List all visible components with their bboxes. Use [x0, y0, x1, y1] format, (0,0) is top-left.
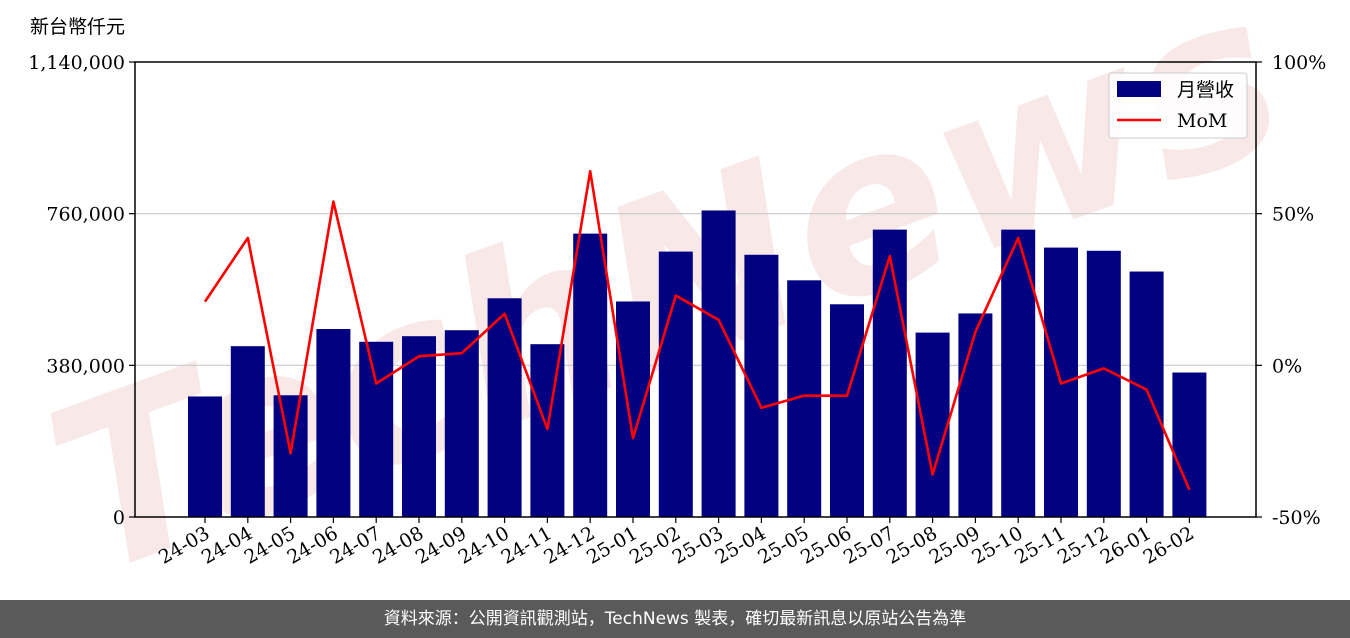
- bar-24-04: [231, 346, 265, 517]
- bar-25-07: [873, 230, 907, 517]
- left-tick-label: 760,000: [46, 204, 125, 226]
- bar-25-12: [1087, 251, 1121, 517]
- bar-24-09: [445, 330, 479, 517]
- bar-25-08: [916, 333, 950, 517]
- source-footer: 資料來源：公開資訊觀測站，TechNews 製表，確切最新訊息以原站公告為準: [0, 600, 1350, 638]
- legend: 月營收 MoM: [1109, 73, 1247, 138]
- bar-24-03: [188, 396, 222, 517]
- bar-25-10: [1001, 230, 1035, 517]
- right-tick-label: 50%: [1272, 204, 1314, 226]
- legend-swatch-bar: [1117, 81, 1161, 97]
- bar-25-03: [702, 210, 736, 517]
- bar-24-05: [274, 395, 308, 517]
- left-axis-unit-label: 新台幣仟元: [30, 16, 125, 38]
- bar-24-07: [359, 342, 393, 517]
- bar-24-11: [530, 344, 564, 517]
- bar-24-12: [573, 234, 607, 517]
- bar-24-06: [316, 329, 350, 517]
- right-tick-label: 0%: [1272, 355, 1302, 377]
- left-tick-label: 380,000: [46, 355, 125, 377]
- bar-25-09: [958, 313, 992, 517]
- left-tick-label: 1,140,000: [28, 52, 125, 74]
- bar-26-01: [1130, 272, 1164, 517]
- bar-25-06: [830, 304, 864, 517]
- x-tick-label-26-02: 26-02: [1139, 522, 1197, 568]
- bar-24-10: [488, 298, 522, 517]
- right-tick-label: -50%: [1272, 507, 1321, 529]
- legend-label-bar: 月營收: [1177, 79, 1234, 101]
- bar-25-01: [616, 301, 650, 517]
- left-tick-label: 0: [113, 507, 125, 529]
- bar-26-02: [1172, 373, 1206, 517]
- bar-25-02: [659, 252, 693, 517]
- legend-label-line: MoM: [1177, 110, 1227, 132]
- right-tick-label: 100%: [1272, 52, 1326, 74]
